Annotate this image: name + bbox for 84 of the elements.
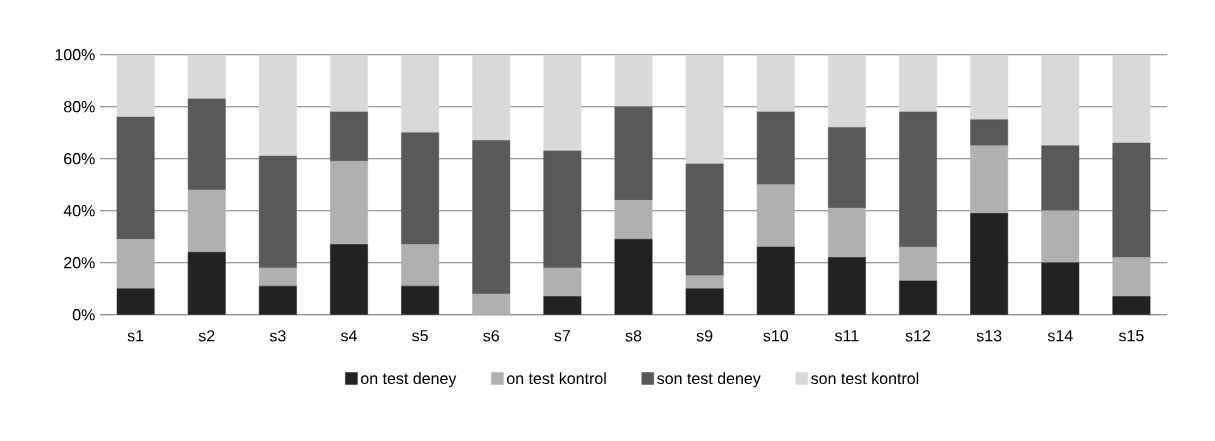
bar — [899, 246, 937, 281]
x-tick-label: s14 — [1047, 329, 1073, 342]
bar — [1112, 296, 1151, 315]
bar — [614, 238, 653, 315]
bar — [543, 150, 582, 268]
bar — [970, 145, 1009, 214]
bar — [472, 54, 511, 141]
x-tick-label: s6 — [483, 329, 499, 342]
bar — [543, 296, 582, 315]
legend-label: on test deney — [361, 372, 457, 388]
x-tick-label: s11 — [835, 329, 859, 342]
bar — [472, 140, 511, 294]
bar — [187, 54, 226, 99]
bar — [970, 212, 1009, 315]
bar — [614, 54, 653, 107]
bar — [756, 184, 795, 248]
bar — [258, 267, 297, 287]
x-tick-label: s15 — [1118, 329, 1144, 342]
bar — [258, 155, 297, 268]
bar — [899, 111, 937, 248]
bar — [543, 267, 582, 297]
bar — [899, 280, 937, 315]
x-tick-label: s10 — [763, 329, 789, 342]
bar — [330, 160, 368, 245]
y-tick-label: 40% — [63, 204, 95, 217]
bar — [756, 246, 795, 315]
bar — [685, 275, 724, 289]
bar — [116, 288, 155, 315]
bar — [187, 189, 226, 253]
bar — [1041, 262, 1080, 315]
bar — [187, 251, 226, 315]
bar — [1041, 54, 1080, 146]
bar — [472, 293, 511, 315]
bar — [827, 127, 866, 209]
y-tick-label: 80% — [63, 100, 95, 113]
bar — [899, 54, 937, 112]
bar — [401, 285, 440, 315]
bar — [330, 54, 368, 112]
bar — [827, 257, 866, 315]
y-tick-label: 100% — [55, 48, 95, 61]
bar — [614, 199, 653, 240]
bar — [401, 132, 440, 245]
bar — [187, 98, 226, 190]
bar — [116, 116, 155, 240]
x-tick-label: s4 — [340, 329, 357, 342]
bar — [756, 111, 795, 185]
x-tick-label: s13 — [976, 329, 1002, 342]
bar — [1112, 257, 1151, 297]
bar — [1112, 54, 1151, 144]
bar — [685, 54, 724, 164]
x-tick-label: s8 — [625, 329, 642, 342]
bar — [330, 111, 368, 162]
x-tick-label: s7 — [554, 329, 571, 342]
bar — [543, 54, 582, 151]
y-tick-label: 0% — [72, 308, 95, 321]
bar — [1041, 210, 1080, 263]
y-tick-label: 60% — [64, 152, 95, 165]
bar — [970, 54, 1009, 120]
bar — [1112, 142, 1151, 258]
x-tick-label: s1 — [127, 329, 144, 342]
bar — [258, 54, 297, 157]
bar — [614, 106, 653, 201]
bar — [970, 119, 1009, 146]
x-tick-label: s9 — [696, 329, 713, 342]
bar — [258, 285, 297, 315]
x-tick-label: s12 — [905, 329, 931, 342]
bar — [116, 54, 155, 118]
bar — [401, 54, 440, 133]
bar — [330, 244, 368, 315]
bar — [685, 163, 724, 276]
x-tick-label: s2 — [198, 329, 215, 342]
x-tick-label: s3 — [269, 329, 286, 342]
legend-label: on test kontrol — [506, 372, 606, 384]
legend-label: son test kontrol — [811, 372, 919, 384]
x-tick-label: s5 — [412, 329, 428, 342]
bar — [756, 54, 795, 112]
y-tick-label: 20% — [64, 256, 95, 269]
bar — [827, 54, 866, 128]
bar — [685, 288, 724, 315]
bar — [827, 207, 866, 258]
bar — [116, 238, 155, 289]
bar — [401, 244, 440, 287]
bar — [1041, 145, 1080, 211]
legend-label: son test deney — [657, 372, 761, 388]
